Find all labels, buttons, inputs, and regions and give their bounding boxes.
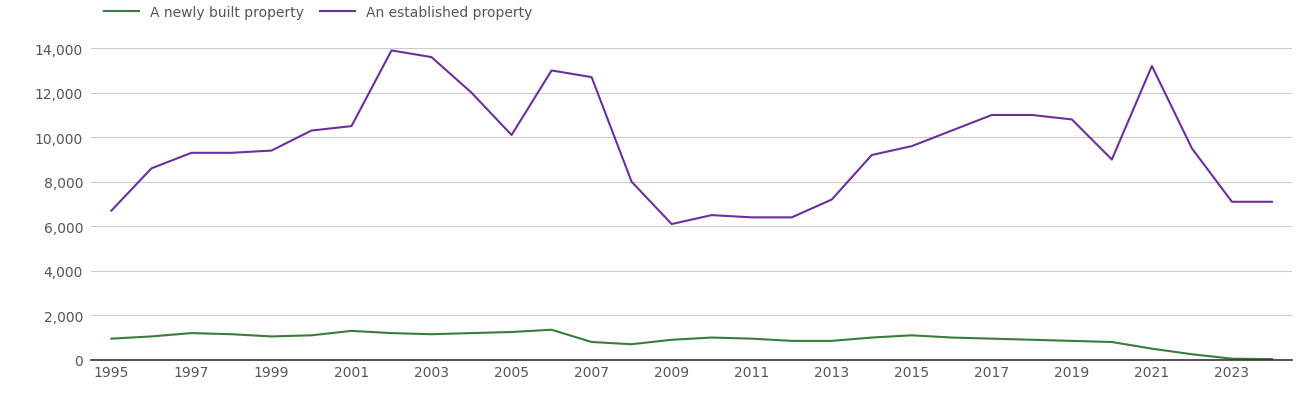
An established property bbox=[424, 56, 440, 61]
An established property bbox=[1064, 118, 1079, 123]
Legend: A newly built property, An established property: A newly built property, An established p… bbox=[98, 0, 538, 25]
A newly built property bbox=[103, 336, 119, 341]
An established property bbox=[384, 49, 399, 54]
A newly built property bbox=[624, 342, 639, 347]
A newly built property bbox=[1024, 337, 1040, 342]
An established property bbox=[664, 222, 680, 227]
An established property bbox=[1144, 64, 1160, 69]
A newly built property bbox=[944, 335, 959, 340]
Line: An established property: An established property bbox=[111, 51, 1272, 225]
An established property bbox=[144, 166, 159, 171]
An established property bbox=[343, 124, 359, 129]
A newly built property bbox=[144, 334, 159, 339]
A newly built property bbox=[703, 335, 719, 340]
An established property bbox=[184, 151, 200, 156]
An established property bbox=[223, 151, 239, 156]
A newly built property bbox=[583, 340, 599, 345]
An established property bbox=[823, 198, 839, 202]
A newly built property bbox=[223, 332, 239, 337]
An established property bbox=[1224, 200, 1240, 205]
A newly built property bbox=[424, 332, 440, 337]
A newly built property bbox=[343, 328, 359, 333]
A newly built property bbox=[784, 339, 800, 344]
A newly built property bbox=[1265, 357, 1280, 362]
An established property bbox=[624, 180, 639, 185]
An established property bbox=[864, 153, 880, 158]
A newly built property bbox=[984, 336, 1000, 341]
A newly built property bbox=[1064, 339, 1079, 344]
An established property bbox=[984, 113, 1000, 118]
A newly built property bbox=[823, 339, 839, 344]
A newly built property bbox=[504, 330, 519, 335]
An established property bbox=[1024, 113, 1040, 118]
An established property bbox=[463, 91, 479, 96]
A newly built property bbox=[264, 334, 279, 339]
A newly built property bbox=[184, 331, 200, 336]
An established property bbox=[304, 129, 320, 134]
A newly built property bbox=[544, 328, 560, 333]
An established property bbox=[583, 76, 599, 81]
A newly built property bbox=[384, 331, 399, 336]
A newly built property bbox=[664, 337, 680, 342]
Line: A newly built property: A newly built property bbox=[111, 330, 1272, 359]
A newly built property bbox=[1104, 340, 1120, 345]
An established property bbox=[1265, 200, 1280, 205]
An established property bbox=[744, 216, 760, 220]
An established property bbox=[703, 213, 719, 218]
A newly built property bbox=[744, 336, 760, 341]
An established property bbox=[904, 144, 920, 149]
A newly built property bbox=[463, 331, 479, 336]
A newly built property bbox=[1224, 356, 1240, 361]
A newly built property bbox=[904, 333, 920, 338]
An established property bbox=[944, 129, 959, 134]
A newly built property bbox=[1184, 352, 1199, 357]
A newly built property bbox=[1144, 346, 1160, 351]
A newly built property bbox=[864, 335, 880, 340]
An established property bbox=[264, 149, 279, 154]
An established property bbox=[103, 209, 119, 213]
An established property bbox=[544, 69, 560, 74]
An established property bbox=[504, 133, 519, 138]
A newly built property bbox=[304, 333, 320, 338]
An established property bbox=[784, 216, 800, 220]
An established property bbox=[1184, 146, 1199, 151]
An established property bbox=[1104, 157, 1120, 162]
